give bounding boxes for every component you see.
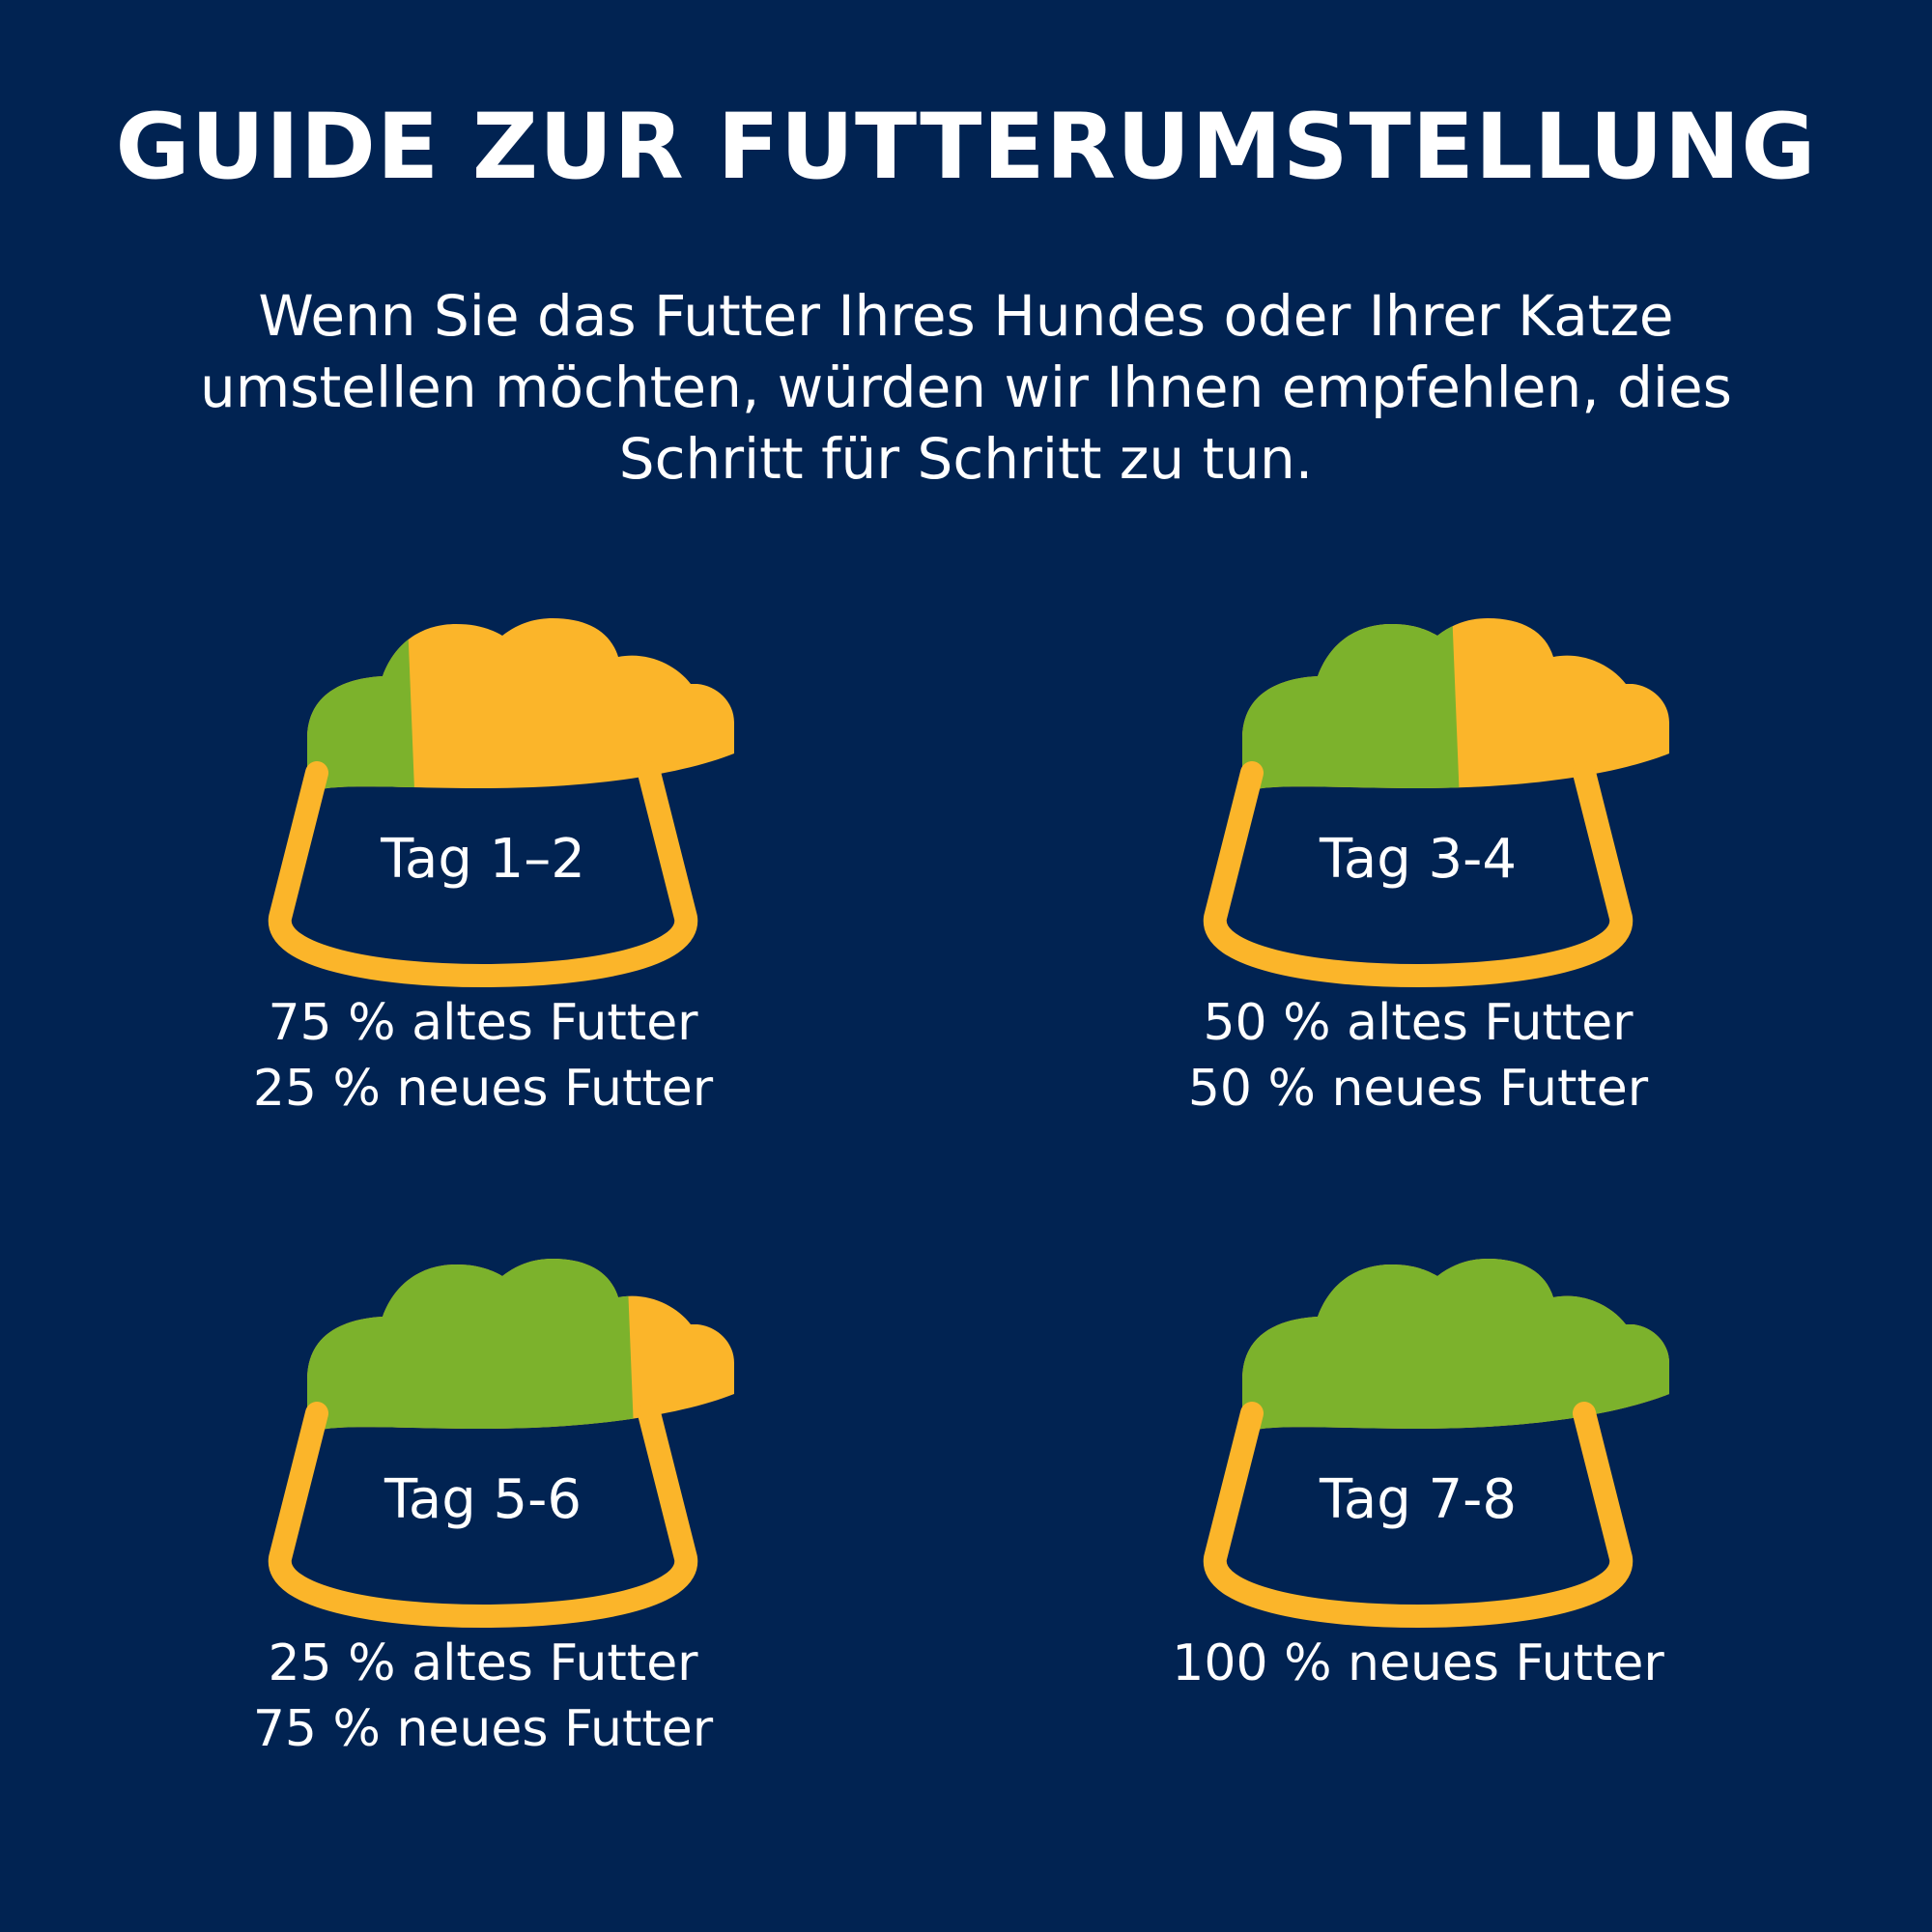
food-mound [1242, 618, 1669, 792]
bowl-outline [268, 1402, 698, 1628]
intro-text: Wenn Sie das Futter Ihres Hundes oder Ih… [135, 280, 1797, 495]
intro-line-1: Wenn Sie das Futter Ihres Hundes oder Ih… [258, 283, 1674, 349]
page-title: GUIDE ZUR FUTTERUMSTELLUNG [115, 95, 1817, 200]
step-day-7-8: Tag 7-8 100 % neues Futter [983, 1259, 1853, 1838]
day-label: Tag 3-4 [1319, 828, 1518, 891]
mix-line-1: 100 % neues Futter [1172, 1634, 1664, 1692]
step-day-1-2: Tag 1–2 75 % altes Futter 25 % neues Fut… [48, 618, 918, 1198]
mix-ratio: 50 % altes Futter 50 % neues Futter [983, 990, 1853, 1122]
bowl-outline [1203, 761, 1634, 987]
food-bowl-icon [268, 618, 734, 987]
food-mound [1242, 1259, 1669, 1433]
new-food-portion [1242, 618, 1460, 792]
day-label: Tag 7-8 [1319, 1468, 1518, 1531]
step-day-5-6: Tag 5-6 25 % altes Futter 75 % neues Fut… [48, 1259, 918, 1838]
mix-line-1: 75 % altes Futter [268, 994, 698, 1052]
mix-line-1: 50 % altes Futter [1203, 994, 1634, 1052]
mix-line-2: 50 % neues Futter [1187, 1060, 1649, 1118]
step-day-3-4: Tag 3-4 50 % altes Futter 50 % neues Fut… [983, 618, 1853, 1198]
day-label: Tag 1–2 [381, 828, 585, 891]
intro-line-2: umstellen möchten, würden wir Ihnen empf… [200, 355, 1732, 420]
mix-ratio: 25 % altes Futter 75 % neues Futter [48, 1631, 918, 1762]
mix-line-1: 25 % altes Futter [268, 1634, 698, 1692]
mix-ratio: 75 % altes Futter 25 % neues Futter [48, 990, 918, 1122]
food-bowl-icon [1203, 618, 1669, 987]
day-label: Tag 5-6 [384, 1468, 582, 1531]
new-food-portion [1242, 1259, 1669, 1433]
mix-ratio: 100 % neues Futter [983, 1631, 1853, 1696]
food-bowl-icon [1203, 1259, 1669, 1628]
bowl-outline [1203, 1402, 1634, 1628]
food-mound [307, 1259, 734, 1433]
intro-line-3: Schritt für Schritt zu tun. [618, 426, 1314, 492]
mix-line-2: 75 % neues Futter [252, 1700, 714, 1758]
food-bowl-icon [268, 1259, 734, 1628]
bowl-outline [268, 761, 698, 987]
new-food-portion [307, 1259, 635, 1433]
food-mound [307, 618, 734, 792]
mix-line-2: 25 % neues Futter [252, 1060, 714, 1118]
